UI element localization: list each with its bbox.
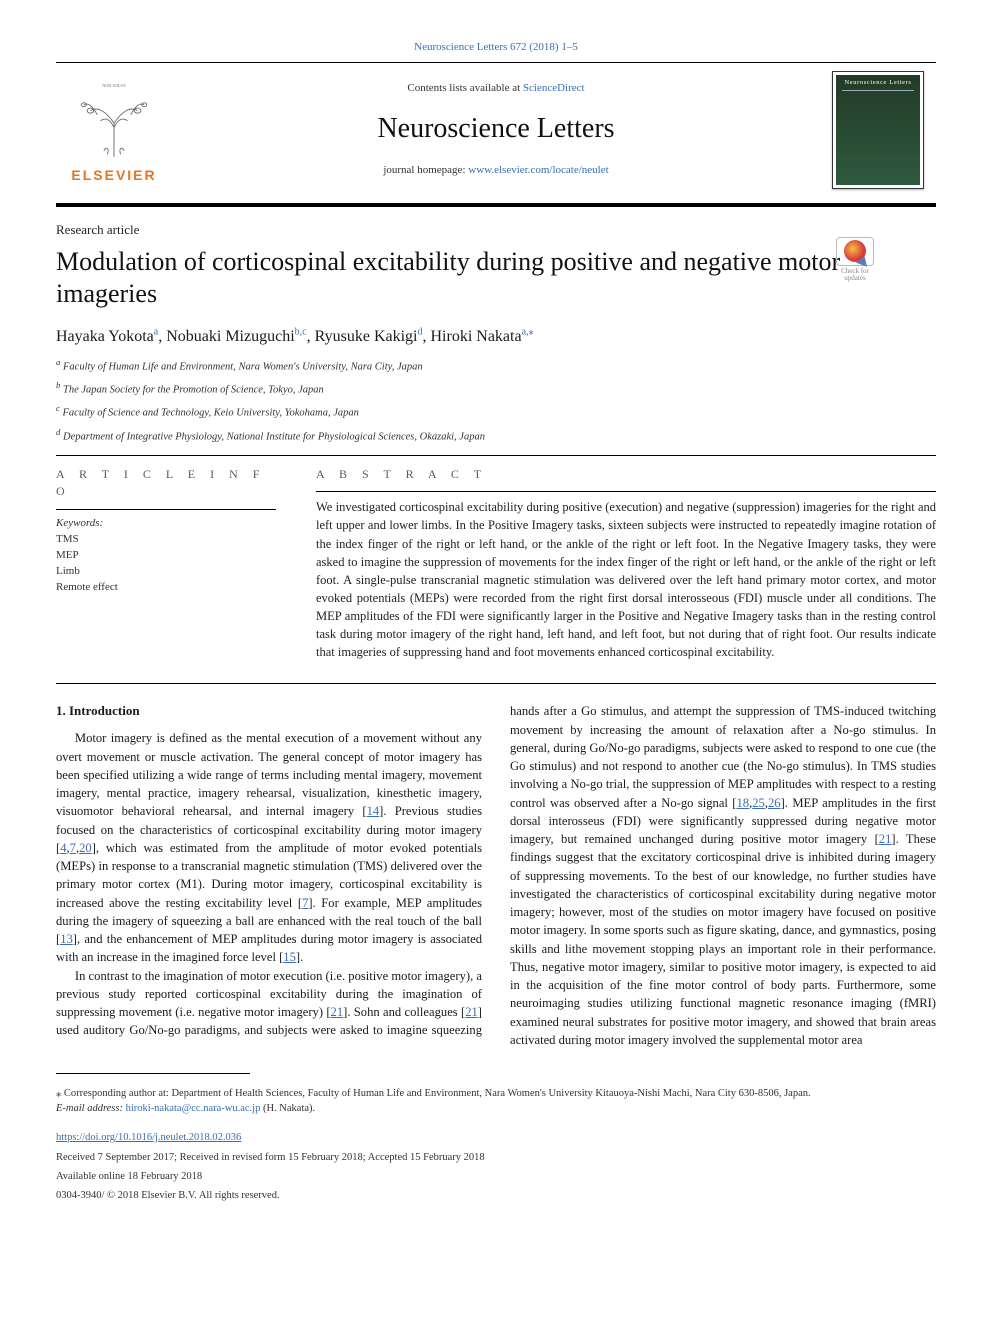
footnote-rule <box>56 1073 250 1074</box>
affiliation: a Faculty of Human Life and Environment,… <box>56 356 936 375</box>
keyword: TMS <box>56 532 276 548</box>
copyright-line: 0304-3940/ © 2018 Elsevier B.V. All righ… <box>56 1188 936 1203</box>
email-person: (H. Nakata). <box>260 1103 315 1114</box>
affiliation-ref[interactable]: b,c <box>295 326 307 337</box>
text-run: ], and the enhancement of MEP amplitudes… <box>56 932 482 964</box>
affiliation: c Faculty of Science and Technology, Kei… <box>56 402 936 421</box>
citation-ref[interactable]: 14 <box>367 804 380 818</box>
masthead: NON SOLUS ELSEVIER Contents lists availa… <box>56 63 936 197</box>
abstract-text: We investigated corticospinal excitabili… <box>316 498 936 661</box>
article-info-heading: A R T I C L E I N F O <box>56 466 276 501</box>
corresponding-text: ⁎ Corresponding author at: Department of… <box>56 1088 811 1099</box>
corresponding-ref[interactable]: ⁎ <box>529 326 534 337</box>
history-line: Received 7 September 2017; Received in r… <box>56 1150 936 1165</box>
elsevier-tree-icon: NON SOLUS <box>70 75 158 163</box>
homepage-line: journal homepage: www.elsevier.com/locat… <box>162 163 830 179</box>
citation-ref[interactable]: 21 <box>879 832 892 846</box>
crossmark-icon <box>844 240 866 262</box>
affiliation: b The Japan Society for the Promotion of… <box>56 379 936 398</box>
affiliation-text: The Japan Society for the Promotion of S… <box>63 385 324 396</box>
contents-line: Contents lists available at ScienceDirec… <box>162 81 830 97</box>
affiliation-ref[interactable]: a <box>154 326 158 337</box>
available-online-line: Available online 18 February 2018 <box>56 1169 936 1184</box>
text-run: Go stimulus, and attempt the suppression… <box>510 704 936 809</box>
heavy-rule <box>56 203 936 207</box>
sciencedirect-link[interactable]: ScienceDirect <box>523 82 585 94</box>
journal-cover-thumb: Neuroscience Letters <box>830 71 926 189</box>
running-head-citation: Neuroscience Letters 672 (2018) 1–5 <box>56 40 936 56</box>
affiliation-ref[interactable]: a, <box>522 326 529 337</box>
author-name: Hiroki Nakata <box>431 328 522 345</box>
doi-link[interactable]: https://doi.org/10.1016/j.neulet.2018.02… <box>56 1132 241 1143</box>
section-heading: 1. Introduction <box>56 702 482 721</box>
check-updates-badge[interactable]: Check for updates <box>832 237 878 283</box>
author-name: Ryusuke Kakigi <box>315 328 418 345</box>
citation-ref[interactable]: 15 <box>283 950 296 964</box>
homepage-link[interactable]: www.elsevier.com/locate/neulet <box>468 164 608 176</box>
citation-ref[interactable]: 20 <box>79 841 92 855</box>
paragraph: Motor imagery is defined as the mental e… <box>56 729 482 966</box>
citation-ref[interactable]: 7 <box>70 841 76 855</box>
keywords-label: Keywords: <box>56 516 276 532</box>
citation-ref[interactable]: 25 <box>752 796 765 810</box>
keyword: Remote effect <box>56 580 276 596</box>
body-text: 1. Introduction Motor imagery is defined… <box>56 702 936 1049</box>
affiliation-ref[interactable]: d <box>418 326 423 337</box>
citation-ref[interactable]: 18 <box>737 796 750 810</box>
email-label: E-mail address: <box>56 1103 126 1114</box>
article-title: Modulation of corticospinal excitability… <box>56 246 936 311</box>
citation-ref[interactable]: 4 <box>60 841 66 855</box>
rule <box>56 683 936 684</box>
keyword: MEP <box>56 548 276 564</box>
author: Hiroki Nakataa,⁎ <box>431 328 534 345</box>
svg-text:NON SOLUS: NON SOLUS <box>102 83 126 88</box>
citation-ref[interactable]: 21 <box>331 1005 344 1019</box>
abstract-heading: A B S T R A C T <box>316 466 936 483</box>
text-run: ]. These findings suggest that the excit… <box>510 832 936 1047</box>
text-run: ]. Sohn and colleagues [ <box>343 1005 465 1019</box>
author: Nobuaki Mizuguchib,c <box>166 328 306 345</box>
citation-ref[interactable]: 13 <box>60 932 73 946</box>
affiliation-text: Faculty of Science and Technology, Keio … <box>63 408 359 419</box>
text-run: ]. <box>296 950 303 964</box>
rule <box>56 455 936 456</box>
rule <box>56 509 276 510</box>
journal-name: Neuroscience Letters <box>162 109 830 150</box>
homepage-prefix: journal homepage: <box>383 164 468 176</box>
cover-title: Neuroscience Letters <box>842 78 914 91</box>
article-type: Research article <box>56 221 936 240</box>
keyword: Limb <box>56 564 276 580</box>
author: Hayaka Yokotaa <box>56 328 158 345</box>
citation-ref[interactable]: 26 <box>768 796 781 810</box>
elsevier-wordmark: ELSEVIER <box>71 165 156 185</box>
author-name: Nobuaki Mizuguchi <box>166 328 294 345</box>
publisher-logo: NON SOLUS ELSEVIER <box>66 75 162 185</box>
citation-ref[interactable]: 21 <box>465 1005 478 1019</box>
corresponding-note: ⁎ Corresponding author at: Department of… <box>56 1086 936 1116</box>
affiliation-text: Faculty of Human Life and Environment, N… <box>63 361 423 372</box>
rule <box>316 491 936 492</box>
author: Ryusuke Kakigid <box>315 328 423 345</box>
author-list: Hayaka Yokotaa, Nobuaki Mizuguchib,c, Ry… <box>56 325 936 348</box>
affiliation-text: Department of Integrative Physiology, Na… <box>63 431 485 442</box>
affiliation: d Department of Integrative Physiology, … <box>56 426 936 445</box>
check-updates-label: Check for updates <box>832 268 878 283</box>
contents-prefix: Contents lists available at <box>407 82 522 94</box>
author-name: Hayaka Yokota <box>56 328 154 345</box>
corresponding-email-link[interactable]: hiroki-nakata@cc.nara-wu.ac.jp <box>126 1103 261 1114</box>
